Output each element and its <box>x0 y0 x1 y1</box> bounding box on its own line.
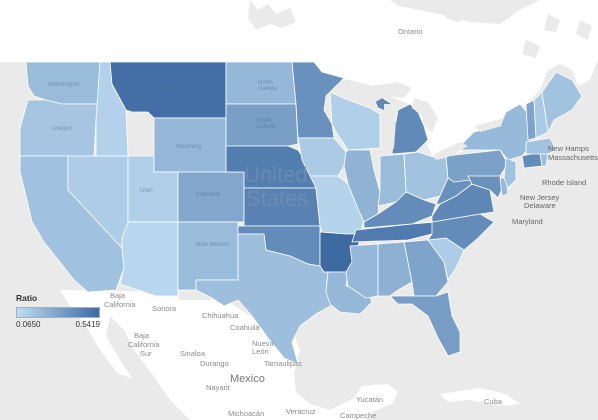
state-label-sd2: Dakota <box>256 124 276 130</box>
canada-lake <box>522 40 540 58</box>
place-label-maryland: Maryland <box>512 217 543 226</box>
place-label-baja-california-2: California <box>104 300 137 309</box>
state-label-ut: Utah <box>140 188 153 194</box>
state-label-nd: North <box>258 80 273 86</box>
country-label-line1: United <box>244 162 308 187</box>
state-label-wa: Washington <box>48 82 79 88</box>
place-label-yucatan: Yucatán <box>356 395 383 404</box>
state-wisconsin[interactable]: Wisconsin <box>329 91 381 151</box>
state-label-co: Colorado <box>196 192 221 198</box>
place-label-delaware: Delaware <box>524 201 556 210</box>
place-label-nuevo-leon-1: Nueva <box>252 339 275 348</box>
place-label-ontario: Ontario <box>398 27 423 36</box>
place-label-baja-california-1: Baja <box>110 291 126 300</box>
state-new-jersey[interactable]: New Jersey <box>503 157 517 189</box>
cuba-landmass <box>440 388 520 406</box>
place-label-chihuahua: Chihuahua <box>202 311 239 320</box>
state-label-nm: New Mexico <box>196 242 229 248</box>
place-label-durango: Durango <box>200 359 229 368</box>
mexico-landmass <box>60 290 398 420</box>
place-label-new-hampshire: New Hamps <box>548 144 589 153</box>
lake-michigan <box>382 104 396 156</box>
legend-min-value: 0.0650 <box>16 320 41 329</box>
place-label-bcs-3: Sur <box>140 349 152 358</box>
legend-values: 0.0650 0.5419 <box>16 320 100 329</box>
state-name-labels: Washington Oregon Montana North Dakota S… <box>48 80 278 248</box>
place-label-nuevo-leon-2: León <box>252 347 269 356</box>
lake-superior <box>345 82 412 104</box>
state-florida[interactable]: Florida <box>389 291 461 357</box>
canada-landmass <box>0 0 598 156</box>
lake-erie <box>434 142 468 160</box>
canada-lake <box>440 0 470 22</box>
place-label-michoacan: Michoacán <box>228 409 264 418</box>
state-maine[interactable]: Maine <box>541 71 583 134</box>
state-iowa[interactable]: Iowa <box>297 137 347 177</box>
lake-huron <box>412 98 438 132</box>
place-label-sinaloa: Sinaloa <box>180 349 206 358</box>
state-label-nd2: Dakota <box>258 86 278 92</box>
state-louisiana[interactable]: Louisiana <box>324 271 373 315</box>
state-label-mt: Montana <box>154 86 178 92</box>
lake-ontario <box>474 120 502 132</box>
state-south-dakota[interactable]: South Dakota <box>225 103 299 147</box>
legend-gradient-bar <box>16 307 100 318</box>
state-label-sd: South <box>256 118 272 124</box>
state-label-or: Oregon <box>52 126 72 132</box>
place-label-nayarit: Nayarit <box>206 383 231 392</box>
state-maryland[interactable]: Maryland <box>467 175 505 199</box>
place-label-bcs-1: Baja <box>134 331 150 340</box>
place-label-coahuila: Coahuila <box>230 323 260 332</box>
place-label-new-jersey: New Jersey <box>520 193 559 202</box>
state-massachusetts[interactable]: Massachusetts <box>525 137 557 155</box>
canada-lake <box>544 14 560 32</box>
canada-lake <box>248 0 296 30</box>
place-label-mexico: Mexico <box>230 373 265 385</box>
state-kentucky[interactable]: Kentucky <box>363 191 437 229</box>
states-layer[interactable]: WashingtonOregonCaliforniaIdahoNevadaMon… <box>19 61 583 365</box>
place-label-campeche: Campeche <box>340 411 376 420</box>
legend-title: Ratio <box>16 293 38 303</box>
legend-max-value: 0.5419 <box>75 320 100 329</box>
place-label-tamaulipas: Tamaulipas <box>264 359 302 368</box>
place-label-sonora: Sonora <box>152 304 177 313</box>
canada-lake <box>576 20 592 40</box>
state-north-carolina[interactable]: North Carolina <box>427 213 495 251</box>
place-label-bcs-2: California <box>128 340 161 349</box>
color-legend: Ratio 0.0650 0.5419 <box>16 293 100 329</box>
country-label-line2: States <box>246 186 308 211</box>
state-minnesota[interactable]: Minnesota <box>291 61 345 139</box>
state-label-wy: Wyoming <box>176 144 201 150</box>
place-label-massachusetts: Massachusetts <box>548 153 598 162</box>
state-texas[interactable]: Texas <box>195 233 335 365</box>
place-label-rhode-island: Rhode Island <box>542 178 586 187</box>
place-labels: Ontario Mexico Baja California Baja Cali… <box>104 27 598 420</box>
place-label-veracruz: Veracruz <box>286 407 316 416</box>
state-arizona[interactable]: Arizona <box>119 221 179 297</box>
place-label-cuba: Cuba <box>484 397 503 406</box>
